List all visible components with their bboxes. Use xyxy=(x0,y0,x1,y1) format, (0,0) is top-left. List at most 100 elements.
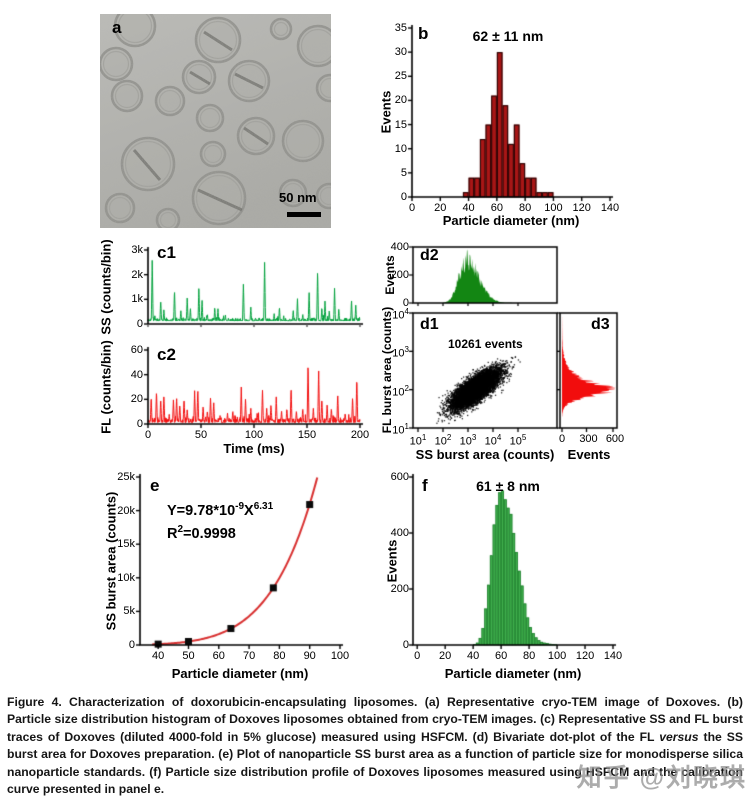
panel-d3-canvas xyxy=(555,310,650,460)
tick-label: 100 xyxy=(244,429,264,441)
tick-label: 20 xyxy=(130,393,143,406)
tick-label: 40 xyxy=(467,650,480,662)
tick-label: 20 xyxy=(394,94,407,107)
tick-label: 105 xyxy=(509,433,527,448)
panel-f-y-axis-title: Events xyxy=(384,539,400,583)
tick-label: 35 xyxy=(394,22,407,34)
tick-label: 102 xyxy=(392,383,409,399)
panel-d3-label: d3 xyxy=(591,316,610,333)
tick-label: 20 xyxy=(434,202,447,214)
tem-micrograph xyxy=(100,14,331,228)
tick-label: 0 xyxy=(136,418,143,430)
tick-label: 300 xyxy=(579,433,598,445)
panel-c2-y-axis-title: FL (counts/bin) xyxy=(98,340,114,434)
tick-label: 400 xyxy=(390,527,409,539)
panel-f-mean-size: 61 ± 8 nm xyxy=(476,478,540,494)
tick-label: 50 xyxy=(182,650,195,662)
scale-bar-label: 50 nm xyxy=(279,190,317,205)
tick-label: 10k xyxy=(117,571,135,584)
panel-c1-y-axis-title: SS (counts/bin) xyxy=(98,239,114,335)
tick-label: 10 xyxy=(394,142,407,155)
panel-d2-label: d2 xyxy=(420,247,439,264)
panel-c2-fl-trace: c2 FL (counts/bin) Time (ms) 0 20 40 60 0 50 1… xyxy=(95,335,380,460)
panel-f-x-axis-title: Particle diameter (nm) xyxy=(444,666,582,681)
tick-label: 104 xyxy=(392,307,409,322)
tick-label: 2k xyxy=(131,268,143,281)
tick-label: 20 xyxy=(439,650,452,662)
tick-label: 15 xyxy=(394,118,407,131)
tick-label: 0 xyxy=(402,297,409,309)
tick-label: 101 xyxy=(392,422,409,437)
tick-label: 40 xyxy=(130,368,143,381)
panel-c1-ss-trace: c1 SS (counts/bin) 0 1k 2k 3k xyxy=(95,233,380,335)
tick-label: 5 xyxy=(400,166,407,179)
tick-label: 60 xyxy=(130,344,143,356)
scale-bar xyxy=(287,212,321,217)
tick-label: 120 xyxy=(572,202,591,214)
tick-label: 103 xyxy=(392,345,409,360)
panel-d2-canvas xyxy=(380,240,630,310)
tick-label: 120 xyxy=(575,650,595,662)
tick-label: 0 xyxy=(400,191,407,203)
tick-label: 102 xyxy=(434,433,452,448)
caption-text: versus xyxy=(659,729,699,744)
tick-label: 25 xyxy=(394,70,407,83)
figure-caption: Figure 4. Characterization of doxorubici… xyxy=(7,694,743,798)
panel-b-x-axis-title: Particle diameter (nm) xyxy=(442,213,580,228)
panel-a-label: a xyxy=(112,18,122,37)
tick-label: 200 xyxy=(350,429,370,441)
tick-label: 30 xyxy=(394,46,407,59)
tick-label: 40 xyxy=(462,202,475,214)
panel-b-histogram: b 62 ± 11 nm Events Particle diameter (n… xyxy=(370,10,635,238)
panel-b-mean-size: 62 ± 11 nm xyxy=(472,28,544,44)
tick-label: 200 xyxy=(390,583,409,595)
panel-e-fit-equation: Y=9.78*10-9X6.31 xyxy=(167,501,274,519)
tick-label: 400 xyxy=(390,241,409,253)
panel-f-label: f xyxy=(422,476,428,495)
tick-label: 600 xyxy=(605,433,625,445)
panel-a-tem-image: a 50 nm xyxy=(100,14,331,228)
panel-e-calibration-curve: e Y=9.78*10-9X6.31 R2=0.9998 SS burst ar… xyxy=(95,465,370,690)
panel-d1-event-count: 10261 events xyxy=(448,337,523,351)
panel-c1-label: c1 xyxy=(157,243,176,262)
tick-label: 90 xyxy=(303,650,316,662)
tick-label: 101 xyxy=(409,433,427,448)
tick-label: 100 xyxy=(330,650,350,662)
tick-label: 100 xyxy=(547,650,567,662)
tick-label: 200 xyxy=(390,269,409,281)
tick-label: 0 xyxy=(402,639,409,651)
panel-c2-canvas xyxy=(95,335,380,460)
tick-label: 140 xyxy=(600,202,620,214)
panel-d3-x-axis-title: Events xyxy=(567,447,611,462)
tick-label: 0 xyxy=(558,433,566,445)
panel-c2-label: c2 xyxy=(157,345,176,364)
tick-label: 104 xyxy=(484,433,502,448)
panel-f-size-distribution: f 61 ± 8 nm Events Particle diameter (nm… xyxy=(380,465,645,690)
tick-label: 3k xyxy=(131,244,143,256)
tick-label: 60 xyxy=(494,650,508,662)
caption-text: the SS burst area for Doxoves preparatio… xyxy=(7,729,744,797)
tick-label: 60 xyxy=(212,650,225,662)
tick-label: 0 xyxy=(414,650,421,662)
tick-label: 80 xyxy=(522,650,536,662)
tick-label: 25k xyxy=(117,471,135,483)
tick-label: 80 xyxy=(519,202,532,214)
tick-label: 140 xyxy=(603,650,623,662)
tick-label: 0 xyxy=(136,318,143,330)
tick-label: 40 xyxy=(152,650,165,662)
tick-label: 0 xyxy=(144,429,152,441)
tick-label: 15k xyxy=(117,538,135,551)
tick-label: 0 xyxy=(128,639,135,651)
panel-c1-canvas xyxy=(95,233,380,335)
tick-label: 100 xyxy=(544,202,563,214)
tick-label: 80 xyxy=(273,650,286,662)
tick-label: 50 xyxy=(194,429,208,441)
panel-f-canvas xyxy=(380,465,645,690)
panel-b-canvas xyxy=(370,10,635,238)
panel-d1-y-axis-title: FL burst area (counts) xyxy=(380,306,394,434)
tick-label: 5k xyxy=(123,605,135,618)
panel-e-label: e xyxy=(150,476,160,495)
panel-e-x-axis-title: Particle diameter (nm) xyxy=(171,666,309,681)
panel-b-label: b xyxy=(418,24,429,43)
